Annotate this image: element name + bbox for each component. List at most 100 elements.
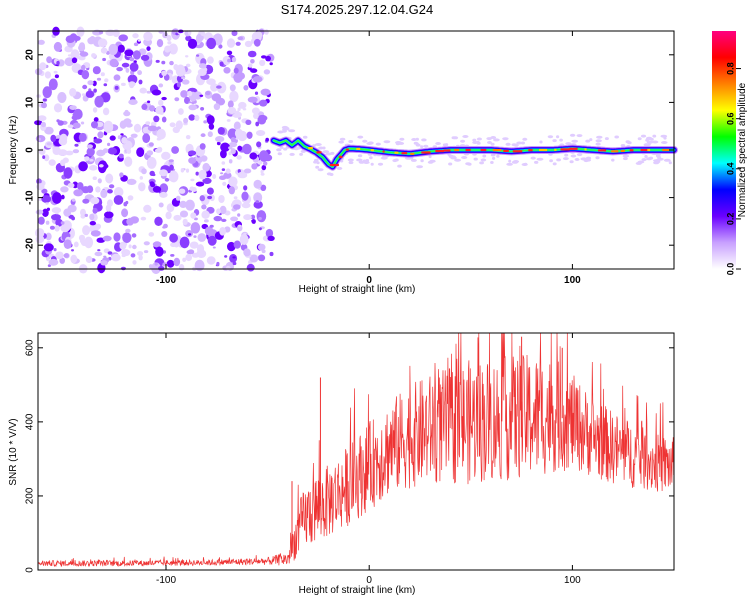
signal-scatter xyxy=(288,129,296,133)
noise-blob xyxy=(191,187,197,192)
signal-scatter xyxy=(490,142,495,146)
noise-blob xyxy=(168,159,174,163)
spectrogram-x-label: Height of straight line (km) xyxy=(299,284,416,295)
noise-blob xyxy=(50,134,57,143)
signal-scatter xyxy=(661,141,668,144)
noise-blob xyxy=(180,168,185,173)
signal-scatter xyxy=(660,134,668,138)
noise-blob xyxy=(219,227,227,236)
noise-blob xyxy=(45,202,49,205)
signal-scatter xyxy=(399,137,405,141)
signal-scatter xyxy=(530,156,536,160)
noise-blob xyxy=(149,170,155,176)
y-tick-label: 10 xyxy=(25,96,36,108)
noise-blob xyxy=(159,169,168,177)
noise-blob xyxy=(269,62,273,66)
snr-y-label: SNR (10 * V/V) xyxy=(8,418,19,485)
noise-blob xyxy=(185,63,191,68)
signal-track-band xyxy=(272,139,675,168)
signal-scatter xyxy=(611,158,615,162)
signal-scatter xyxy=(627,141,632,145)
noise-blob xyxy=(199,195,205,202)
x-tick-label: 100 xyxy=(564,275,581,286)
noise-blob xyxy=(90,230,101,237)
noise-blob xyxy=(109,58,119,68)
signal-scatter xyxy=(283,147,288,151)
noise-blob xyxy=(156,39,164,48)
noise-blob xyxy=(181,79,190,85)
noise-blob xyxy=(136,147,145,158)
noise-blob xyxy=(42,98,47,102)
signal-scatter xyxy=(369,156,373,160)
noise-blob xyxy=(265,55,271,62)
signal-scatter xyxy=(356,158,363,162)
noise-blob xyxy=(107,142,111,147)
noise-blob xyxy=(73,241,79,248)
noise-blob xyxy=(205,91,211,96)
signal-scatter xyxy=(347,158,354,162)
noise-blob xyxy=(139,176,143,180)
noise-blob xyxy=(228,186,235,195)
noise-blob xyxy=(227,58,231,63)
snr-line xyxy=(37,332,675,568)
y-tick-label: -10 xyxy=(25,190,36,205)
noise-blob xyxy=(42,86,52,99)
noise-blob xyxy=(121,82,126,86)
spectrogram-signal-track xyxy=(269,125,678,176)
signal-scatter xyxy=(644,155,648,158)
noise-blob xyxy=(152,186,162,193)
noise-blob xyxy=(141,168,147,175)
noise-blob xyxy=(207,56,214,64)
noise-blob xyxy=(38,148,46,155)
noise-blob xyxy=(44,71,52,79)
noise-blob xyxy=(161,116,167,123)
signal-scatter xyxy=(580,157,588,161)
noise-blob xyxy=(250,59,255,64)
noise-blob xyxy=(175,64,186,77)
signal-scatter xyxy=(415,137,419,141)
noise-blob xyxy=(195,181,205,187)
noise-blob xyxy=(216,261,220,266)
noise-blob xyxy=(71,57,78,64)
noise-blob xyxy=(175,195,181,201)
signal-scatter xyxy=(482,154,487,158)
signal-scatter xyxy=(397,164,402,168)
noise-blob xyxy=(181,76,186,80)
noise-blob xyxy=(130,253,136,258)
noise-blob xyxy=(216,141,221,146)
noise-blob xyxy=(93,117,99,123)
noise-blob xyxy=(212,174,217,179)
noise-blob xyxy=(113,187,124,197)
noise-blob xyxy=(118,34,128,42)
noise-blob xyxy=(185,135,191,140)
signal-scatter xyxy=(472,141,478,144)
noise-blob xyxy=(127,74,138,85)
noise-blob xyxy=(102,107,110,116)
noise-blob xyxy=(243,248,251,257)
noise-blob xyxy=(253,192,263,203)
signal-scatter xyxy=(330,151,335,155)
noise-blob xyxy=(200,107,205,111)
noise-blob xyxy=(180,90,188,98)
noise-blob xyxy=(213,103,221,111)
noise-blob xyxy=(70,254,78,264)
noise-blob xyxy=(227,106,237,115)
noise-blob xyxy=(45,220,50,225)
noise-blob xyxy=(80,214,86,219)
noise-blob xyxy=(124,49,134,57)
noise-blob xyxy=(231,30,238,37)
signal-scatter xyxy=(653,159,661,163)
signal-scatter xyxy=(511,143,517,147)
noise-blob xyxy=(84,156,90,162)
noise-blob xyxy=(233,67,239,74)
noise-blob xyxy=(81,70,90,80)
signal-scatter xyxy=(576,153,583,157)
signal-scatter xyxy=(317,168,324,172)
noise-blob xyxy=(243,232,247,235)
noise-blob xyxy=(132,50,141,60)
noise-blob xyxy=(260,88,271,96)
signal-scatter xyxy=(276,148,282,152)
signal-scatter xyxy=(363,161,370,164)
noise-blob xyxy=(51,214,61,221)
noise-blob xyxy=(150,182,156,188)
